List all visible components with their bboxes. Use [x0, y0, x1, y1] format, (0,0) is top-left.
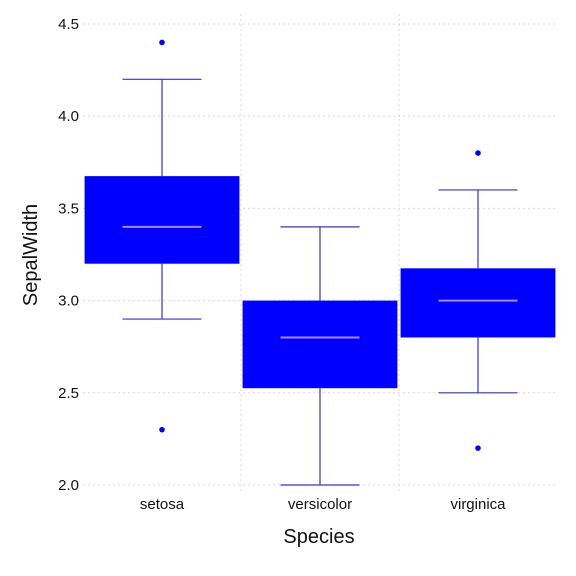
- box-setosa: [84, 39, 240, 433]
- y-axis-title: SepalWidth: [20, 204, 42, 306]
- y-tick-label: 3.5: [58, 200, 79, 217]
- outlier-point: [475, 150, 481, 156]
- y-tick-label: 4.5: [58, 16, 79, 33]
- y-tick-label: 4.0: [58, 108, 79, 125]
- x-tick-label: virginica: [450, 496, 506, 513]
- boxes: [84, 39, 556, 486]
- x-tick-labels: setosa versicolor virginica: [140, 496, 506, 513]
- outlier-point: [159, 39, 165, 46]
- iqr-box: [84, 176, 240, 264]
- y-tick-label: 2.0: [58, 477, 79, 494]
- box-versicolor: [242, 226, 398, 486]
- iqr-box: [242, 300, 398, 389]
- iqr-box: [400, 268, 556, 338]
- x-tick-label: setosa: [140, 496, 185, 513]
- y-tick-labels: 2.0 2.5 3.0 3.5 4.0 4.5: [58, 16, 79, 494]
- y-tick-label: 3.0: [58, 293, 79, 310]
- x-tick-label: versicolor: [288, 496, 352, 513]
- x-axis-title: Species: [283, 526, 354, 548]
- outlier-point: [159, 426, 165, 433]
- outlier-point: [475, 445, 481, 451]
- box-virginica: [400, 150, 556, 451]
- y-tick-label: 2.5: [58, 385, 79, 402]
